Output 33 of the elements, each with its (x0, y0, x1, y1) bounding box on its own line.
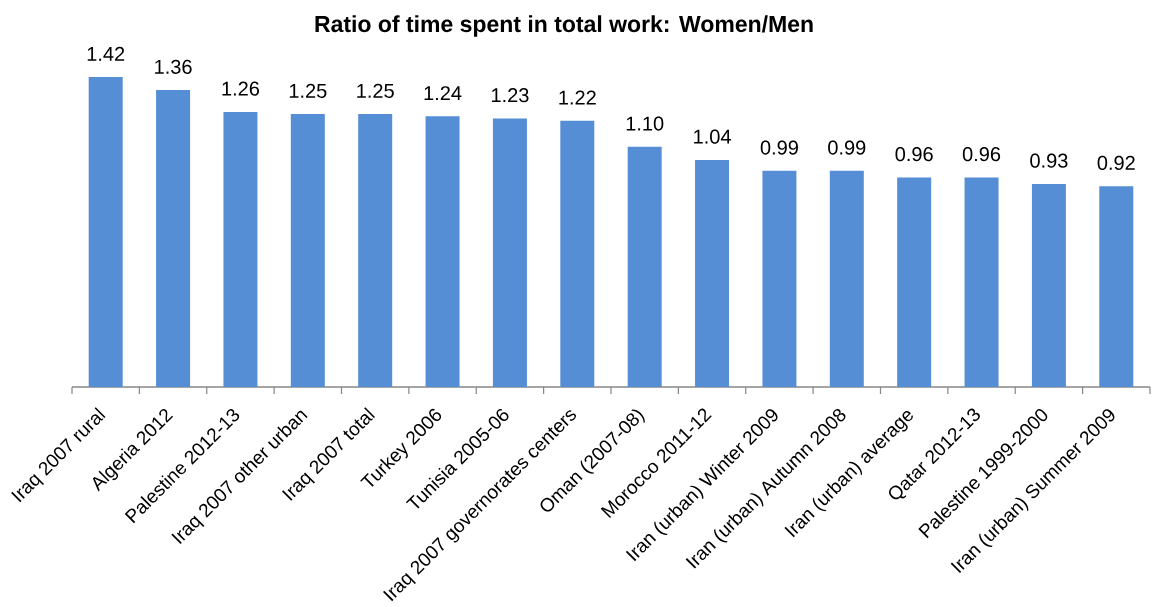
bar (358, 114, 393, 387)
bar (492, 118, 527, 387)
bar (1099, 186, 1134, 387)
data-label: 1.25 (357, 83, 394, 98)
data-label: 0.99 (760, 140, 798, 155)
bar (290, 114, 325, 387)
data-label: 0.99 (828, 140, 866, 155)
data-label: 1.23 (491, 88, 529, 103)
bar (156, 90, 191, 387)
bar (829, 170, 864, 387)
bar (560, 120, 595, 387)
data-label: 1.25 (289, 83, 327, 98)
data-label: 1.04 (694, 129, 731, 144)
data-label: 0.96 (962, 147, 1001, 162)
bar (964, 177, 999, 387)
bar (425, 116, 460, 387)
bar (627, 146, 662, 387)
data-label: 0.96 (895, 147, 933, 162)
data-label: 1.10 (626, 116, 664, 131)
data-label: 1.26 (222, 81, 260, 96)
data-label: 1.42 (87, 46, 125, 61)
data-label: 1.36 (155, 59, 192, 74)
data-label: 0.92 (1097, 155, 1135, 170)
data-label: 1.24 (424, 86, 462, 101)
bar (88, 76, 123, 387)
bar (695, 159, 730, 387)
bar (762, 170, 797, 387)
bar (897, 177, 932, 387)
data-label: 1.22 (559, 90, 596, 105)
bar (1031, 183, 1066, 387)
data-label: 0.93 (1030, 153, 1068, 168)
chart-title: Ratio of time spent in total work: Women/Men (315, 15, 813, 37)
bar (223, 111, 258, 387)
